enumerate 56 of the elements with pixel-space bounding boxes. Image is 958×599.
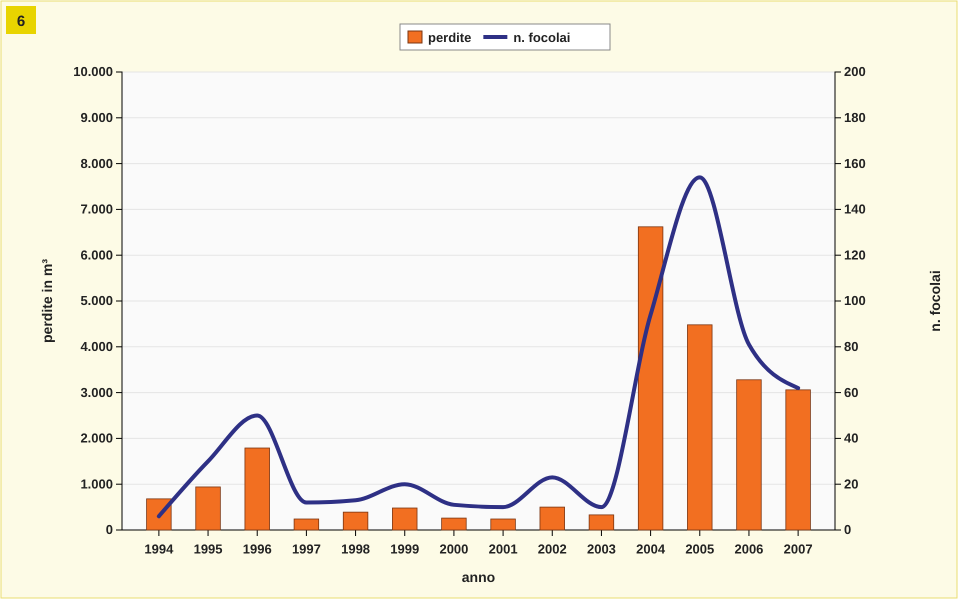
y-tick-label: 7.000 — [80, 202, 113, 217]
x-tick-label: 1997 — [292, 541, 321, 556]
x-tick-label: 1996 — [242, 541, 272, 556]
x-tick-label: 1995 — [194, 541, 223, 556]
x-tick-label: 2006 — [734, 541, 764, 556]
x-tick-label: 2000 — [439, 541, 468, 556]
y-tick-label: 0 — [106, 522, 113, 538]
y-tick-label: 4.000 — [80, 338, 113, 354]
y-tick-label: 9.000 — [80, 110, 113, 125]
bar — [785, 389, 811, 530]
y-axis-title: perdite in m³ — [39, 258, 55, 344]
y2-tick-label: 0 — [844, 522, 852, 538]
bar — [244, 448, 270, 530]
text: 6 — [16, 13, 26, 30]
bar — [342, 512, 368, 530]
y-tick-label: 5.000 — [80, 293, 113, 308]
bar — [195, 486, 221, 530]
y2-tick-label: 200 — [844, 64, 866, 80]
legend-label: n. focolai — [513, 30, 570, 45]
x-tick-label: 2007 — [784, 541, 813, 556]
y-tick-label: 1.000 — [80, 476, 113, 492]
y-tick-label: 8.000 — [80, 156, 113, 171]
y-tick-label: 10.000 — [73, 64, 113, 80]
x-tick-label: 2001 — [488, 541, 518, 556]
x-tick-label: 1999 — [390, 541, 420, 556]
x-tick-label: 1998 — [341, 541, 370, 556]
bar — [294, 518, 320, 530]
bar — [736, 379, 762, 530]
y-tick-label: 2.000 — [80, 430, 113, 446]
y-tick-label: 3.000 — [80, 384, 113, 400]
bar — [588, 514, 614, 530]
bar — [490, 518, 516, 530]
bar — [687, 324, 712, 530]
y2-tick-label: 140 — [844, 202, 866, 217]
y2-tick-label: 120 — [844, 247, 866, 262]
bar — [638, 226, 664, 530]
legend-label: perdite — [428, 30, 472, 45]
line-series — [156, 175, 800, 518]
y2-axis-title: n. focolai — [927, 270, 943, 332]
x-axis-title: anno — [462, 569, 496, 585]
bar — [540, 506, 565, 530]
y-tick-label: 6.000 — [80, 247, 113, 262]
y2-tick-label: 100 — [844, 293, 866, 308]
bar — [441, 518, 467, 530]
y2-tick-label: 40 — [844, 430, 858, 446]
y2-tick-label: 80 — [844, 338, 858, 354]
bar — [392, 508, 418, 530]
x-tick-label: 2005 — [685, 541, 714, 556]
x-tick-label: 2004 — [636, 541, 666, 556]
y2-tick-label: 160 — [844, 156, 866, 171]
y2-tick-label: 20 — [844, 476, 858, 492]
y2-tick-label: 180 — [844, 110, 866, 125]
x-tick-label: 2002 — [538, 541, 567, 556]
x-tick-label: 2003 — [586, 541, 616, 556]
x-tick-label: 1994 — [144, 541, 174, 556]
y2-tick-label: 60 — [844, 384, 858, 400]
